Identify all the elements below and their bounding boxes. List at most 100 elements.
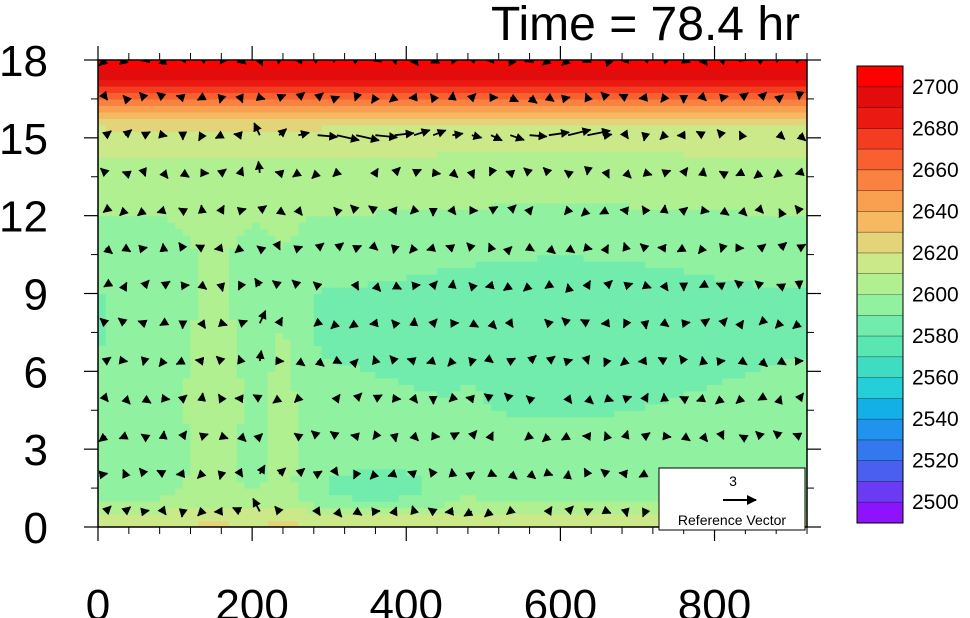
field-cell (622, 196, 631, 204)
field-cell (367, 358, 377, 366)
field-cell (306, 397, 315, 405)
field-cell (413, 364, 423, 372)
field-cell (221, 228, 230, 236)
field-cell (753, 306, 762, 314)
field-cell (421, 423, 430, 431)
field-cell (591, 332, 600, 340)
field-cell (683, 293, 693, 301)
field-cell (105, 274, 115, 282)
field-cell (514, 449, 523, 457)
field-cell (491, 274, 500, 282)
field-cell (321, 306, 330, 314)
field-cell (383, 442, 392, 450)
field-cell (259, 436, 269, 444)
field-cell (544, 410, 554, 418)
field-cell (660, 189, 669, 197)
field-cell (390, 306, 400, 314)
field-cell (329, 287, 338, 295)
field-cell (421, 475, 430, 483)
field-cell (306, 287, 315, 295)
field-cell (236, 410, 246, 418)
field-cell (683, 267, 693, 275)
field-cell (544, 202, 554, 210)
field-cell (360, 449, 369, 457)
field-cell (652, 267, 662, 275)
field-cell (221, 514, 230, 522)
field-cell (375, 488, 384, 496)
field-cell (298, 280, 307, 288)
field-cell (552, 410, 561, 418)
field-cell (221, 235, 230, 243)
field-cell (121, 481, 130, 489)
field-cell (491, 202, 500, 210)
field-cell (267, 475, 276, 483)
field-cell (190, 397, 199, 405)
field-cell (321, 235, 330, 243)
field-cell (575, 429, 585, 437)
field-cell (421, 345, 430, 353)
field-cell (151, 358, 161, 366)
field-cell (182, 410, 192, 418)
field-cell (668, 436, 677, 444)
field-cell (406, 202, 415, 210)
field-cell (159, 293, 168, 301)
field-cell (514, 351, 523, 359)
field-cell (668, 241, 677, 249)
field-cell (98, 390, 107, 398)
field-cell (745, 267, 754, 275)
field-cell (791, 261, 800, 269)
field-cell (406, 312, 415, 321)
field-cell (591, 299, 600, 308)
field-cell (498, 306, 508, 314)
field-cell (699, 254, 708, 262)
field-cell (344, 416, 353, 424)
field-cell (198, 410, 207, 418)
field-cell (560, 248, 569, 256)
field-cell (575, 319, 585, 327)
field-cell (298, 501, 307, 509)
field-cell (452, 520, 461, 527)
field-cell (98, 468, 107, 476)
field-cell (406, 306, 415, 314)
field-cell (675, 176, 685, 184)
field-cell (622, 351, 631, 359)
field-cell (722, 455, 731, 463)
field-cell (537, 377, 546, 385)
field-cell (421, 287, 430, 295)
field-cell (598, 287, 608, 295)
field-cell (683, 351, 693, 359)
field-cell (413, 403, 423, 411)
field-cell (675, 436, 685, 444)
field-cell (267, 403, 276, 411)
field-cell (645, 488, 654, 496)
field-cell (290, 254, 299, 262)
field-cell (591, 196, 600, 204)
field-cell (267, 501, 276, 509)
field-cell (313, 325, 323, 334)
field-cell (452, 351, 461, 359)
field-cell (229, 436, 238, 444)
field-cell (652, 222, 662, 230)
field-cell (175, 306, 184, 314)
field-cell (290, 319, 299, 327)
field-cell (652, 514, 662, 522)
field-cell (575, 202, 585, 210)
field-cell (714, 248, 723, 256)
field-cell (645, 202, 654, 210)
field-cell (552, 235, 561, 243)
field-cell (745, 274, 754, 282)
field-cell (398, 501, 407, 509)
field-cell (136, 196, 145, 204)
field-cell (652, 481, 662, 489)
field-cell (105, 261, 115, 269)
field-cell (768, 332, 777, 340)
field-cell (444, 462, 454, 470)
field-cell (198, 455, 207, 463)
field-cell (691, 403, 700, 411)
field-cell (360, 332, 369, 340)
field-cell (753, 176, 762, 184)
field-cell (452, 222, 461, 230)
field-cell (506, 345, 515, 353)
field-cell (290, 455, 299, 463)
field-cell (290, 202, 299, 210)
